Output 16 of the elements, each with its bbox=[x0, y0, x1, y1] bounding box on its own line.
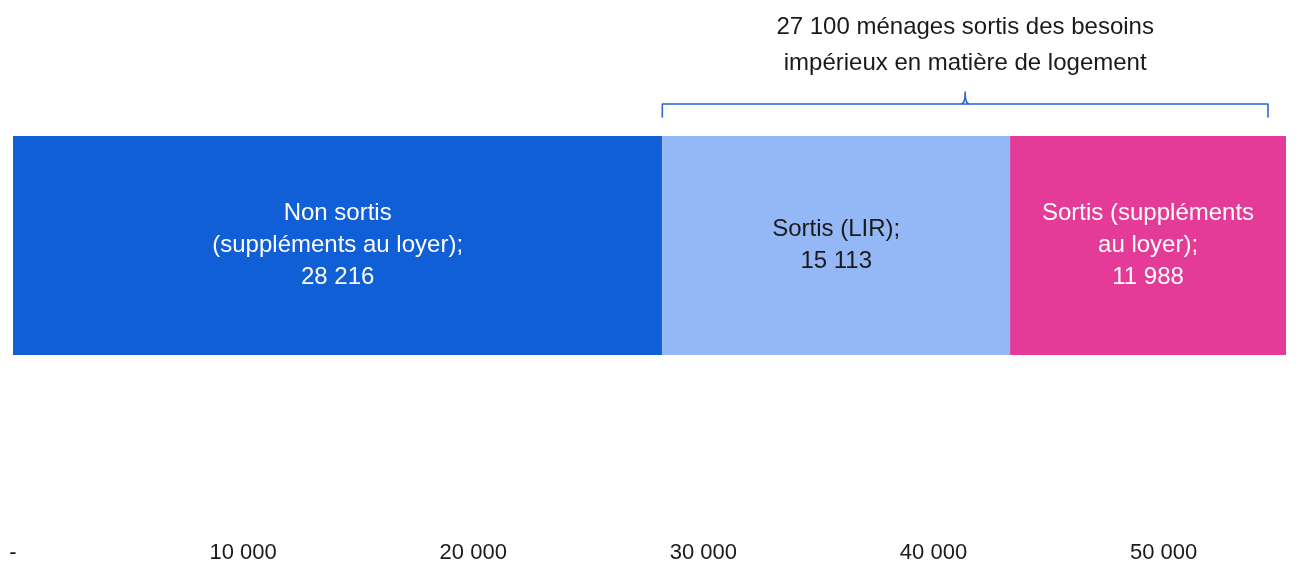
x-tick-label: 40 000 bbox=[899, 538, 968, 564]
series-label: Sortis (suppléments au loyer); bbox=[1042, 197, 1255, 257]
x-tick-label: 30 000 bbox=[669, 538, 738, 564]
bar bbox=[662, 136, 1011, 355]
x-tick-label: 10 000 bbox=[209, 538, 277, 564]
x-tick-label: 20 000 bbox=[439, 538, 507, 564]
x-tick-label: 50 000 bbox=[1129, 538, 1198, 564]
series-label: Non sortis (suppléments au loyer); bbox=[212, 197, 464, 257]
data-label: 28 216 bbox=[300, 261, 375, 289]
series-label: Sortis (LIR); bbox=[772, 213, 901, 241]
text: 27 100 ménages sortis des besoins impérieux en matière de logement bbox=[776, 12, 1154, 76]
bar bbox=[13, 136, 663, 355]
x-tick-label: - bbox=[9, 538, 17, 564]
data-label: 11 988 bbox=[1112, 261, 1184, 289]
data-label: 15 113 bbox=[800, 245, 873, 273]
bar bbox=[1010, 136, 1286, 355]
